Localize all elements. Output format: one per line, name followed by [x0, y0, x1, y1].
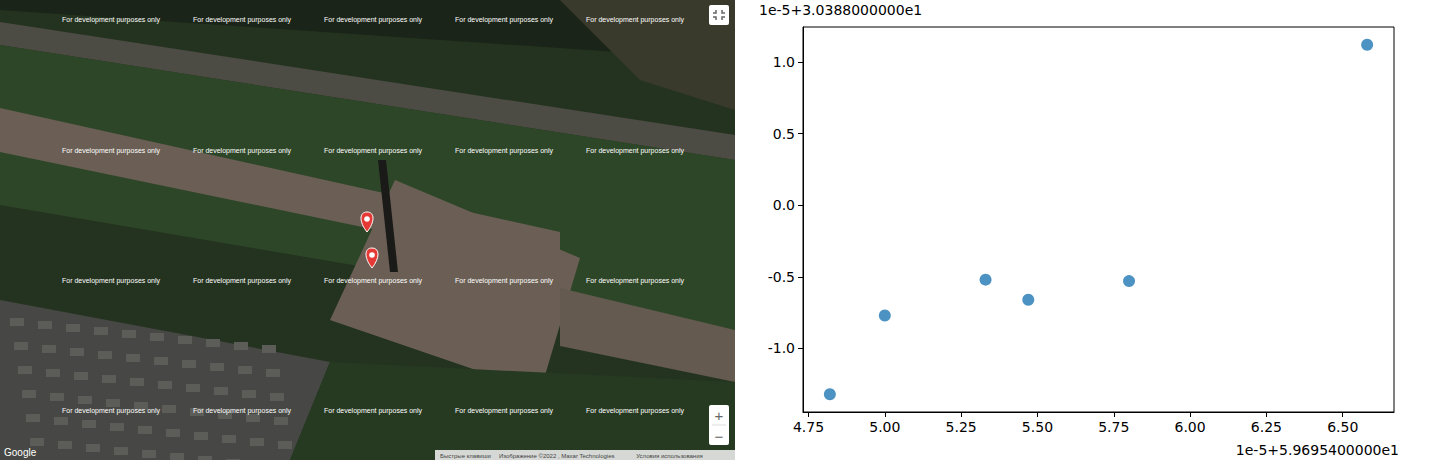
svg-text:For development purposes only: For development purposes only: [586, 277, 685, 285]
svg-text:For development purposes only: For development purposes only: [193, 277, 292, 285]
svg-text:Быстрые клавиши: Быстрые клавиши: [440, 453, 491, 459]
svg-text:6.00: 6.00: [1174, 419, 1205, 435]
svg-text:+: +: [715, 407, 724, 424]
svg-text:0.0: 0.0: [773, 197, 795, 213]
svg-text:-0.5: -0.5: [768, 269, 795, 285]
svg-text:5.25: 5.25: [946, 419, 977, 435]
svg-text:For development purposes only: For development purposes only: [586, 16, 685, 24]
svg-text:For development purposes only: For development purposes only: [455, 147, 554, 155]
svg-text:For development purposes only: For development purposes only: [586, 407, 685, 415]
svg-text:For development purposes only: For development purposes only: [193, 407, 292, 415]
svg-text:4.75: 4.75: [793, 419, 824, 435]
svg-text:For development purposes only: For development purposes only: [455, 277, 554, 285]
svg-text:For development purposes only: For development purposes only: [324, 147, 423, 155]
svg-text:5.50: 5.50: [1022, 419, 1053, 435]
svg-text:−: −: [715, 428, 724, 445]
svg-text:For development purposes only: For development purposes only: [62, 16, 161, 24]
svg-text:For development purposes only: For development purposes only: [62, 147, 161, 155]
svg-text:1e-5+5.9695400000e1: 1e-5+5.9695400000e1: [1236, 442, 1399, 458]
svg-text:5.00: 5.00: [869, 419, 900, 435]
svg-text:For development purposes only: For development purposes only: [324, 407, 423, 415]
svg-text:1.0: 1.0: [773, 54, 795, 70]
svg-text:For development purposes only: For development purposes only: [324, 277, 423, 285]
svg-text:For development purposes only: For development purposes only: [455, 16, 554, 24]
svg-text:For development purposes only: For development purposes only: [62, 277, 161, 285]
svg-text:For development purposes only: For development purposes only: [324, 16, 423, 24]
svg-text:1e-5+3.0388000000e1: 1e-5+3.0388000000e1: [759, 2, 922, 18]
svg-text:For development purposes only: For development purposes only: [62, 407, 161, 415]
svg-text:For development purposes only: For development purposes only: [193, 16, 292, 24]
svg-text:Google: Google: [4, 447, 37, 458]
svg-text:6.50: 6.50: [1327, 419, 1358, 435]
svg-text:5.75: 5.75: [1098, 419, 1129, 435]
svg-text:For development purposes only: For development purposes only: [193, 147, 292, 155]
svg-text:For development purposes only: For development purposes only: [455, 407, 554, 415]
svg-text:0.5: 0.5: [773, 126, 795, 142]
svg-text:Изображение ©2022 , Maxar Tech: Изображение ©2022 , Maxar Technologies: [499, 453, 615, 459]
svg-text:-1.0: -1.0: [768, 340, 795, 356]
svg-text:For development purposes only: For development purposes only: [586, 147, 685, 155]
svg-text:Условия использования: Условия использования: [636, 453, 703, 459]
svg-text:6.25: 6.25: [1251, 419, 1282, 435]
